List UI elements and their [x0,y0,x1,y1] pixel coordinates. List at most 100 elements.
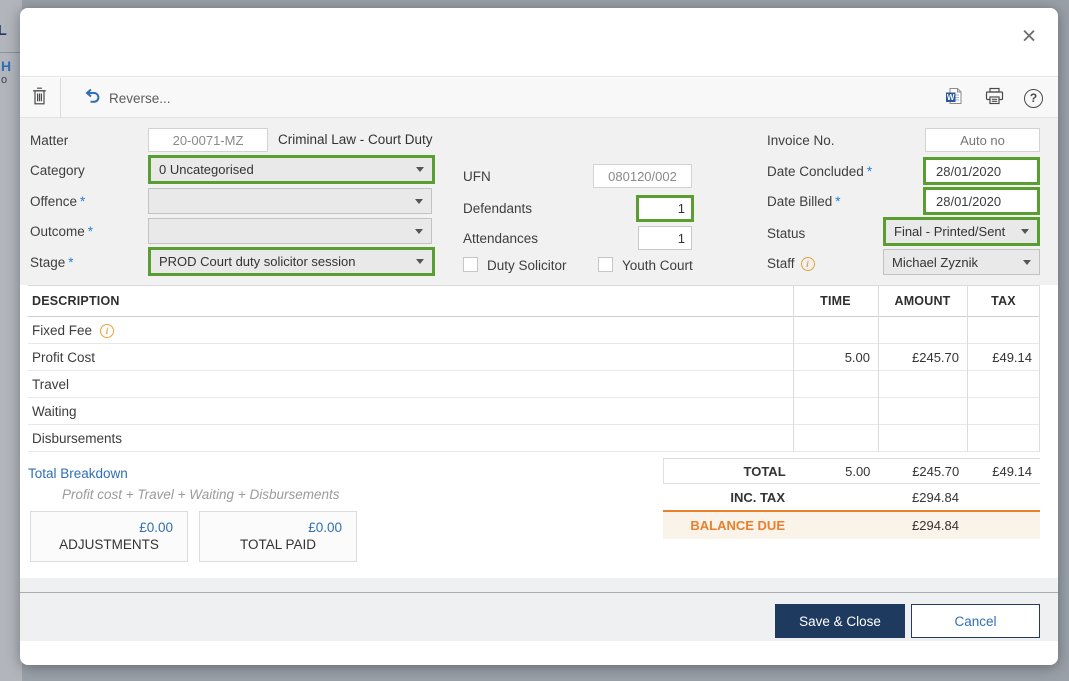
staff-dropdown[interactable]: Michael Zyznik [883,249,1040,275]
reverse-button[interactable]: Reverse... [84,78,171,118]
adjustments-label: ADJUSTMENTS [59,537,159,552]
chevron-down-icon [1021,229,1029,234]
dialog-footer: Save & Close Cancel [20,592,1058,641]
column-divider [967,285,968,452]
status-label: Status [767,226,806,241]
attendances-input[interactable] [638,226,692,250]
offence-label: Offence * [30,194,86,209]
column-divider [1039,285,1040,452]
balance-due-amount: £294.84 [912,518,959,533]
background-clipped-text: o [1,74,8,86]
balance-due-label: BALANCE DUE [690,518,785,533]
matter-input[interactable] [148,128,268,152]
col-time: TIME [820,294,851,308]
inc-tax-amount: £294.84 [912,489,959,505]
ufn-input[interactable] [593,164,692,188]
table-row-disbursements[interactable]: Disbursements [28,426,1040,452]
invoice-form-panel: Matter Criminal Law - Court Duty Categor… [20,118,1058,285]
total-row: TOTAL 5.00 £245.70 £49.14 [663,458,1040,484]
cancel-button[interactable]: Cancel [911,604,1040,638]
staff-label: Staff i [767,256,815,271]
total-time: 5.00 [845,463,871,479]
fee-table-header: DESCRIPTION TIME AMOUNT TAX [28,285,1040,317]
help-icon: ? [1024,88,1043,108]
date-billed-input[interactable] [923,187,1040,215]
toolbar-separator [60,78,61,118]
status-dropdown[interactable]: Final - Printed/Sent [883,217,1040,246]
outcome-dropdown[interactable] [148,218,432,244]
chevron-down-icon [415,228,423,234]
total-tax: £49.14 [992,463,1032,479]
chevron-down-icon [416,259,424,264]
total-paid-value: £0.00 [308,520,342,535]
defendants-input[interactable] [636,195,694,222]
total-label: TOTAL [743,463,786,479]
matter-description: Criminal Law - Court Duty [278,132,433,147]
reverse-label: Reverse... [109,90,171,106]
word-document-icon: W [945,87,963,110]
ufn-label: UFN [463,169,491,184]
fee-table: DESCRIPTION TIME AMOUNT TAX Fixed Fee i … [28,285,1040,452]
adjustments-box[interactable]: £0.00 ADJUSTMENTS [30,511,188,562]
balance-due-row: BALANCE DUE £294.84 [663,510,1040,539]
delete-button[interactable] [32,78,47,118]
staff-info-icon[interactable]: i [800,256,815,271]
chevron-down-icon [415,198,423,204]
youth-court-checkbox[interactable] [598,257,613,272]
total-paid-box[interactable]: £0.00 TOTAL PAID [199,511,357,562]
invoice-no-input[interactable] [925,128,1040,152]
billing-invoice-dialog: × Reverse... [20,8,1058,665]
matter-label: Matter [30,133,69,148]
dialog-toolbar: Reverse... W [20,78,1058,118]
invoice-no-label: Invoice No. [767,133,835,148]
offence-dropdown[interactable] [148,188,432,214]
col-description: DESCRIPTION [32,294,120,308]
background-divider [0,52,22,53]
close-icon[interactable]: × [1021,22,1037,50]
total-paid-label: TOTAL PAID [239,537,317,552]
background-page-sliver: IL H o [0,0,22,681]
table-row-profit-cost[interactable]: Profit Cost 5.00 £245.70 £49.14 [28,345,1040,371]
defendants-label: Defendants [463,201,533,216]
export-word-button[interactable]: W [945,78,963,118]
printer-icon [985,87,1004,110]
date-concluded-label: Date Concluded * [767,164,873,179]
help-button[interactable]: ? [1024,78,1043,118]
duty-solicitor-label: Duty Solicitor [487,258,567,273]
svg-text:W: W [947,93,955,102]
trash-icon [32,87,47,110]
col-amount: AMOUNT [894,294,951,308]
breakdown-formula: Profit cost + Travel + Waiting + Disburs… [62,487,340,502]
background-clipped-link: H [1,58,12,74]
save-close-button[interactable]: Save & Close [775,604,905,638]
total-breakdown-link[interactable]: Total Breakdown [28,466,128,481]
table-row-travel[interactable]: Travel [28,372,1040,398]
background-clipped-heading: IL [0,22,8,39]
outcome-label: Outcome * [30,224,94,239]
category-label: Category [30,163,85,178]
column-divider [878,285,879,452]
column-divider [793,285,794,452]
dialog-titlebar: × [20,8,1058,77]
date-concluded-input[interactable] [923,157,1040,185]
total-amount: £245.70 [912,463,960,479]
chevron-down-icon [1023,259,1031,265]
youth-court-label: Youth Court [622,258,693,273]
content-bottom-strip [20,578,1058,592]
chevron-down-icon [416,167,424,172]
col-tax: TAX [991,294,1016,308]
stage-dropdown[interactable]: PROD Court duty solicitor session [148,247,435,276]
date-billed-label: Date Billed * [767,194,841,209]
undo-icon [84,88,101,109]
print-button[interactable] [985,78,1004,118]
category-dropdown[interactable]: 0 Uncategorised [148,155,435,184]
inc-tax-row: INC. TAX £294.84 [663,484,1040,510]
table-row-fixed-fee[interactable]: Fixed Fee i [28,318,1040,344]
inc-tax-label: INC. TAX [730,489,785,505]
fixed-fee-info-icon[interactable]: i [100,323,115,338]
stage-label: Stage * [30,255,74,270]
totals-section: TOTAL 5.00 £245.70 £49.14 INC. TAX £294.… [663,458,1040,539]
table-row-waiting[interactable]: Waiting [28,399,1040,425]
duty-solicitor-checkbox[interactable] [463,257,478,272]
attendances-label: Attendances [463,231,539,246]
